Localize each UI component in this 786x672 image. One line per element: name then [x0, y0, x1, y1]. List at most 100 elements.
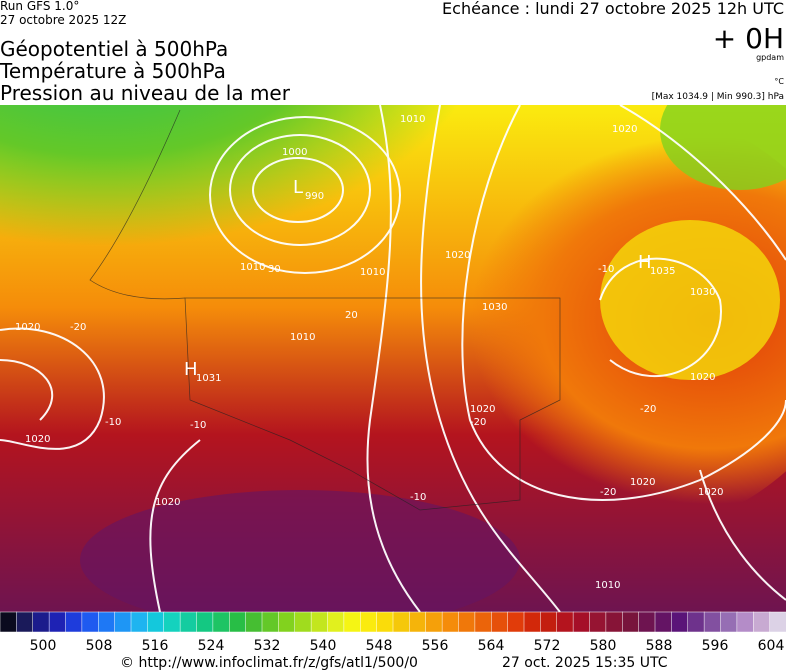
- center-letter: H: [184, 359, 198, 380]
- range: [Max 1034.9 | Min 990.3] hPa: [652, 92, 784, 102]
- colorbar-swatch: [0, 611, 18, 633]
- colorbar-label: 572: [534, 638, 561, 654]
- colorbar-swatch: [687, 611, 705, 633]
- colorbar-swatch: [425, 611, 443, 633]
- colorbar-label: 604: [758, 638, 785, 654]
- contour-label: -10: [410, 492, 426, 503]
- run: Run GFS 1.0°: [0, 0, 79, 13]
- colorbar-swatch: [245, 611, 263, 633]
- contour-label: 1020: [630, 477, 655, 488]
- colorbar-swatch: [98, 611, 116, 633]
- colorbar-label: 596: [702, 638, 729, 654]
- colorbar-swatch: [622, 611, 640, 633]
- colorbar-swatch: [261, 611, 280, 633]
- colorbar-label: 588: [646, 638, 673, 654]
- contour-label: 1010: [360, 267, 385, 278]
- colorbar-swatch: [114, 611, 132, 633]
- contour-label: 20: [345, 310, 358, 321]
- contour-label: 1000: [282, 147, 307, 158]
- contour-label: 1020: [25, 434, 50, 445]
- colorbar-swatch: [605, 611, 623, 633]
- contour-label: 1010: [400, 114, 425, 125]
- colorbar-swatch: [720, 611, 738, 633]
- colorbar-label: 508: [86, 638, 113, 654]
- source: © http://www.infoclimat.fr/z/gfs/atl1/50…: [120, 655, 418, 671]
- contour-label: 1030: [482, 302, 507, 313]
- colorbar-swatch: [409, 611, 427, 633]
- title: Pression au niveau de la mer: [0, 81, 291, 105]
- colorbar-swatch: [392, 611, 411, 633]
- colorbar-swatch: [360, 611, 378, 633]
- colorbar-swatch: [556, 611, 574, 633]
- run-date: 27 octobre 2025 12Z: [0, 13, 126, 27]
- colorbar-swatch: [294, 611, 312, 633]
- center-letter: L: [293, 177, 303, 198]
- colorbar-swatch: [376, 611, 394, 633]
- contour-label: 1010: [290, 332, 315, 343]
- contour-label: 1020: [155, 497, 180, 508]
- colorbar-swatch: [65, 611, 83, 633]
- offset: + 0H: [713, 22, 784, 55]
- contour-label: 1030: [690, 287, 715, 298]
- contour-label: 1010: [595, 580, 620, 591]
- forecast: Echéance : lundi 27 octobre 2025 12h UTC: [442, 0, 784, 18]
- colorbar: 500 508 516 524 532 540 548 556 564 572 580 588 596 6…: [0, 611, 786, 654]
- contour-label: -10: [190, 420, 206, 431]
- colorbar-label: 540: [310, 638, 337, 654]
- colorbar-label: 548: [366, 638, 393, 654]
- colorbar-swatch: [278, 611, 296, 633]
- colorbar-swatch: [48, 611, 67, 633]
- title: Géopotentiel à 500hPa: [0, 37, 228, 61]
- contour-label: 1020: [690, 372, 715, 383]
- contour-label: -10: [105, 417, 121, 428]
- colorbar-label: 556: [422, 638, 449, 654]
- colorbar-swatch: [753, 611, 771, 633]
- colorbar-swatch: [179, 611, 198, 633]
- colorbar-label: 564: [478, 638, 505, 654]
- unit: gpdam: [756, 53, 784, 62]
- temp-unit: °C: [774, 77, 784, 86]
- title: Température à 500hPa: [0, 59, 226, 83]
- colorbar-swatch: [212, 611, 230, 633]
- contour-label: -20: [640, 404, 656, 415]
- contour-label: 1020: [445, 250, 470, 261]
- contour-label: 30: [268, 264, 281, 275]
- contour-label: 1010: [240, 262, 265, 273]
- colorbar-swatch: [458, 611, 476, 633]
- colorbar-swatch: [523, 611, 542, 633]
- colorbar-swatch: [327, 611, 345, 633]
- contour-label: 1020: [612, 124, 637, 135]
- contour-label: 1020: [470, 404, 495, 415]
- colorbar-swatch: [229, 611, 247, 633]
- colorbar-label: 500: [30, 638, 57, 654]
- colorbar-label: 516: [142, 638, 169, 654]
- map: [0, 105, 786, 612]
- colorbar-label: 580: [590, 638, 617, 654]
- contour-label: -20: [470, 417, 486, 428]
- colorbar-swatch: [589, 611, 607, 633]
- colorbar-swatch: [147, 611, 165, 633]
- contour-label: -20: [70, 322, 86, 333]
- colorbar-swatch: [736, 611, 754, 633]
- colorbar-swatch: [654, 611, 673, 633]
- colorbar-swatch: [196, 611, 214, 633]
- colorbar-swatch: [671, 611, 689, 633]
- colorbar-swatch: [474, 611, 492, 633]
- colorbar-swatch: [540, 611, 558, 633]
- contour-label: 1020: [698, 487, 723, 498]
- colorbar-swatch: [130, 611, 149, 633]
- contour-label: -20: [600, 487, 616, 498]
- colorbar-swatch: [703, 611, 722, 633]
- colorbar-swatch: [163, 611, 181, 633]
- colorbar-swatch: [16, 611, 34, 633]
- contour-label: 1020: [15, 322, 40, 333]
- colorbar-swatch: [343, 611, 361, 633]
- generated: 27 oct. 2025 15:35 UTC: [502, 655, 668, 671]
- colorbar-swatch: [638, 611, 656, 633]
- colorbar-swatch: [32, 611, 50, 633]
- colorbar-swatch: [507, 611, 525, 633]
- contour-label: -10: [598, 264, 614, 275]
- colorbar-swatch: [491, 611, 509, 633]
- center-letter: H: [638, 252, 652, 273]
